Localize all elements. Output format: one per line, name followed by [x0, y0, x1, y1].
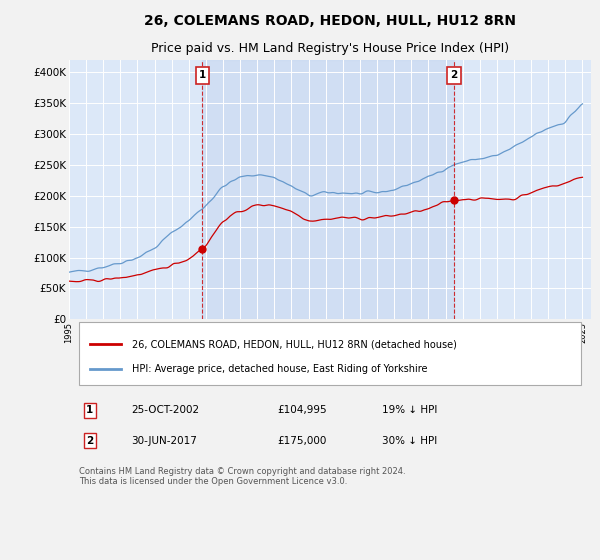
Text: 2: 2	[86, 436, 94, 446]
Point	[449, 196, 459, 205]
Text: 26, COLEMANS ROAD, HEDON, HULL, HU12 8RN: 26, COLEMANS ROAD, HEDON, HULL, HU12 8RN	[144, 14, 516, 28]
Text: Price paid vs. HM Land Registry's House Price Index (HPI): Price paid vs. HM Land Registry's House …	[151, 41, 509, 54]
Text: 19% ↓ HPI: 19% ↓ HPI	[382, 405, 437, 416]
Point	[197, 244, 207, 253]
Text: £104,995: £104,995	[278, 405, 328, 416]
Text: 2: 2	[451, 71, 458, 81]
Text: 30-JUN-2017: 30-JUN-2017	[131, 436, 197, 446]
Bar	[202, 60, 454, 319]
Text: Contains HM Land Registry data © Crown copyright and database right 2024.
This d: Contains HM Land Registry data © Crown c…	[79, 467, 406, 486]
Text: HPI: Average price, detached house, East Riding of Yorkshire: HPI: Average price, detached house, East…	[131, 364, 427, 374]
Text: 26, COLEMANS ROAD, HEDON, HULL, HU12 8RN (detached house): 26, COLEMANS ROAD, HEDON, HULL, HU12 8RN…	[131, 339, 457, 349]
Text: 1: 1	[86, 405, 94, 416]
FancyBboxPatch shape	[79, 322, 581, 385]
Text: 30% ↓ HPI: 30% ↓ HPI	[382, 436, 437, 446]
Text: 25-OCT-2002: 25-OCT-2002	[131, 405, 200, 416]
Text: 1: 1	[199, 71, 206, 81]
Text: £175,000: £175,000	[278, 436, 327, 446]
